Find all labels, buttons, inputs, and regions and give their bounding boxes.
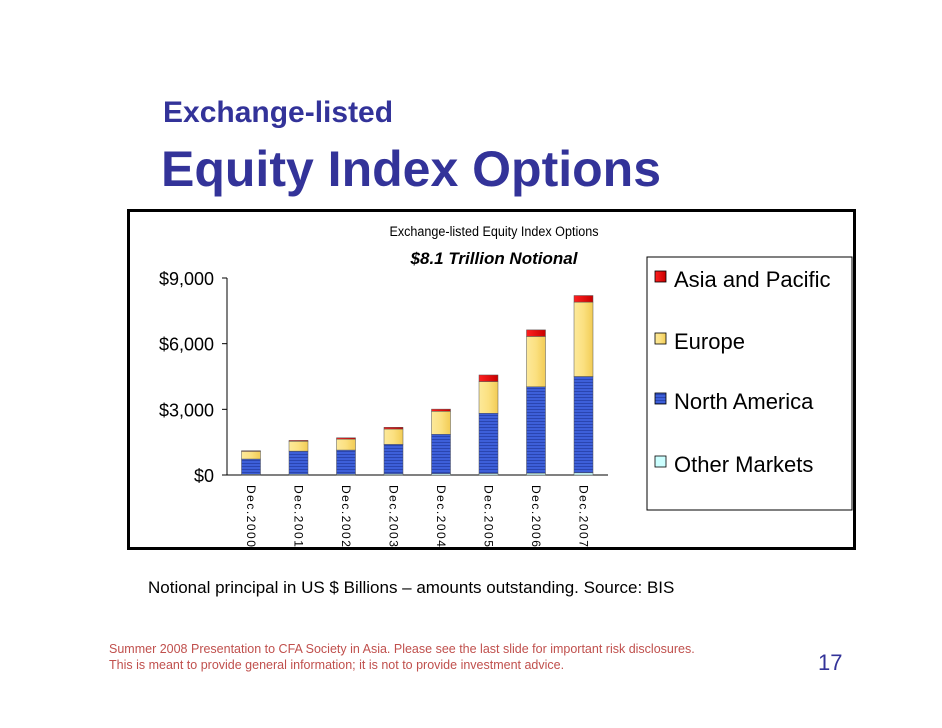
bar-segment-north-america [336,449,356,475]
y-tick-label: $3,000 [159,400,214,420]
bar-segment-asia-and-pacific [573,295,594,303]
x-tick-label: Dec.2003 [387,485,401,547]
bar-segment-europe [431,411,451,435]
chart-svg: Exchange-listed Equity Index Options $8.… [159,223,853,547]
footer-disclaimer-line2: This is meant to provide general informa… [109,658,565,672]
x-tick-label: Dec.2001 [292,485,306,547]
slide-title: Equity Index Options [161,141,662,197]
x-tick-label: Dec.2000 [244,485,258,547]
bar-segment-north-america [478,413,499,474]
bar-segment-europe [241,451,261,460]
chart-subtitle: $8.1 Trillion Notional [410,249,579,268]
bar-segment-europe [383,428,404,445]
bar-segment-north-america [288,450,309,475]
bar-segment-north-america [526,386,546,474]
bar-segment-europe [478,381,499,414]
y-tick-label: $6,000 [159,335,214,355]
legend-swatch [654,270,667,283]
bar-segment-asia-and-pacific [526,329,546,337]
x-tick-label: Dec.2004 [434,485,448,547]
y-tick-label: $0 [194,466,214,486]
page-number: 17 [818,650,843,675]
bar-segment-other-markets [573,472,594,476]
bar-segment-asia-and-pacific [383,427,404,430]
bar-segment-asia-and-pacific [478,374,499,382]
bar-segment-north-america [241,458,261,475]
x-tick-label: Dec.2002 [339,485,353,547]
legend-swatch [654,455,667,468]
bar-segment-asia-and-pacific [431,408,451,412]
bar-segment-asia-and-pacific [336,437,356,440]
chart-title: Exchange-listed Equity Index Options [389,223,598,239]
bar-segment-europe [336,438,356,451]
bar-segment-other-markets [526,472,546,476]
bar-segment-north-america [573,376,594,474]
y-tick-label: $9,000 [159,269,214,289]
bar-segment-north-america [431,434,451,474]
bar-segment-europe [573,301,594,377]
chart-frame: Exchange-listed Equity Index Options $8.… [127,209,856,550]
legend-label: North America [674,389,814,414]
bar-segment-asia-and-pacific [288,440,309,442]
x-tick-label: Dec.2005 [482,485,496,547]
bar-segment-europe [526,336,546,388]
bar-segment-north-america [383,444,404,475]
footer-disclaimer-line1: Summer 2008 Presentation to CFA Society … [109,642,695,656]
legend-box [646,256,853,511]
legend-label: Other Markets [674,452,813,477]
bar-segment-europe [288,441,309,452]
x-tick-label: Dec.2007 [577,485,591,547]
chart-caption: Notional principal in US $ Billions – am… [148,578,675,597]
slide-subtitle: Exchange-listed [163,96,394,129]
x-tick-label: Dec.2006 [529,485,543,547]
legend-label: Asia and Pacific [674,267,831,292]
legend-swatch [654,332,667,345]
bar-segment-asia-and-pacific [241,450,261,452]
legend-label: Europe [674,329,745,354]
legend-swatch [654,392,667,405]
